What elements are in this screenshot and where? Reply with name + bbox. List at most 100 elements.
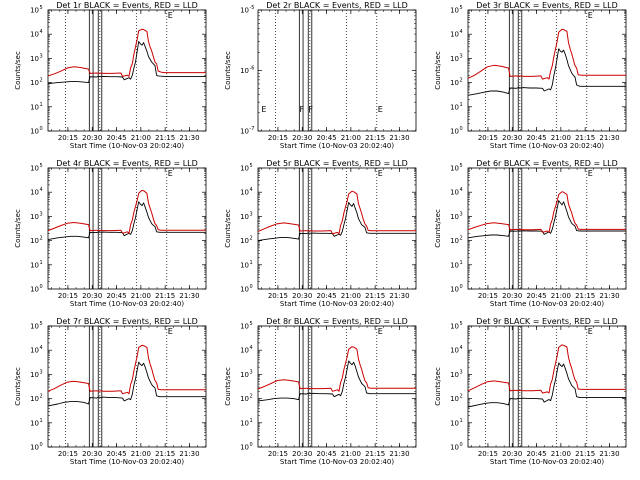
y-tick-exponent: 2 bbox=[460, 394, 463, 400]
x-tick-label: 20:45 bbox=[106, 134, 126, 142]
x-axis-label: Start Time (10-Nov-03 20:02:40) bbox=[70, 142, 184, 150]
series-line-events bbox=[467, 200, 626, 239]
x-tick-label: 20:15 bbox=[58, 134, 78, 142]
x-tick-label: 20:30 bbox=[292, 134, 312, 142]
x-tick-label: 21:15 bbox=[575, 450, 595, 458]
x-tick-label: 20:15 bbox=[58, 450, 78, 458]
y-tick-label: 10 bbox=[450, 103, 459, 111]
x-tick-label: 20:45 bbox=[526, 450, 546, 458]
y-tick-label: 10 bbox=[240, 7, 249, 15]
panel-title: Det 8r BLACK = Events, RED = LLD bbox=[266, 317, 408, 326]
y-tick-label: 10 bbox=[450, 261, 459, 269]
y-tick-exponent: 2 bbox=[250, 394, 253, 400]
y-tick-exponent: 0 bbox=[40, 126, 43, 132]
plot-frame bbox=[257, 167, 417, 290]
x-tick-label: 20:15 bbox=[268, 134, 288, 142]
y-tick-label: 10 bbox=[240, 419, 249, 427]
y-tick-label: 10 bbox=[30, 286, 39, 294]
x-tick-label: 21:00 bbox=[131, 134, 151, 142]
x-tick-label: 21:00 bbox=[131, 292, 151, 300]
y-axis-label: Counts/sec bbox=[434, 51, 442, 90]
x-tick-label: 21:00 bbox=[341, 450, 361, 458]
y-tick-label: 10 bbox=[240, 67, 249, 75]
series-line-lld bbox=[47, 28, 206, 77]
y-tick-label: 10 bbox=[450, 347, 459, 355]
flag-label: F bbox=[300, 105, 305, 114]
flag-label: E bbox=[168, 11, 173, 20]
y-tick-label: 10 bbox=[240, 261, 249, 269]
y-tick-exponent: 4 bbox=[250, 187, 253, 193]
y-tick-exponent: 2 bbox=[40, 78, 43, 84]
y-tick-label: 10 bbox=[30, 79, 39, 87]
flag-label: E bbox=[588, 169, 593, 178]
y-tick-exponent: 4 bbox=[40, 29, 43, 35]
y-axis-label: Counts/sec bbox=[224, 51, 232, 90]
series-line-lld bbox=[257, 346, 416, 392]
x-tick-label: 21:15 bbox=[575, 292, 595, 300]
x-tick-label: 20:30 bbox=[502, 450, 522, 458]
y-tick-exponent: 2 bbox=[250, 236, 253, 242]
x-axis-label: Start Time (10-Nov-03 20:02:40) bbox=[280, 458, 394, 466]
y-tick-exponent: 5 bbox=[40, 5, 43, 11]
series-line-events bbox=[47, 201, 206, 241]
x-tick-label: 21:00 bbox=[551, 292, 571, 300]
x-tick-label: 20:15 bbox=[478, 450, 498, 458]
y-tick-exponent: 1 bbox=[40, 102, 43, 108]
x-tick-label: 20:30 bbox=[502, 292, 522, 300]
y-tick-exponent: 0 bbox=[40, 442, 43, 448]
flag-label: E bbox=[378, 327, 383, 336]
x-tick-label: 21:30 bbox=[599, 134, 619, 142]
x-tick-label: 20:15 bbox=[478, 134, 498, 142]
y-tick-exponent: 5 bbox=[460, 163, 463, 169]
y-tick-exponent: 2 bbox=[40, 394, 43, 400]
y-tick-label: 10 bbox=[240, 347, 249, 355]
y-tick-label: 10 bbox=[450, 371, 459, 379]
x-tick-label: 21:00 bbox=[551, 134, 571, 142]
x-tick-label: 21:30 bbox=[179, 292, 199, 300]
y-tick-exponent: 0 bbox=[250, 442, 253, 448]
y-tick-exponent: 5 bbox=[460, 5, 463, 11]
flag-label: E bbox=[378, 105, 383, 114]
flag-label: F bbox=[308, 105, 313, 114]
y-tick-label: 10 bbox=[30, 261, 39, 269]
x-tick-label: 21:00 bbox=[131, 450, 151, 458]
plot-frame bbox=[47, 167, 207, 290]
x-tick-label: 21:30 bbox=[599, 292, 619, 300]
panel-title: Det 3r BLACK = Events, RED = LLD bbox=[476, 1, 618, 10]
x-tick-label: 20:30 bbox=[82, 450, 102, 458]
y-tick-label: 10 bbox=[450, 79, 459, 87]
flag-label: E bbox=[168, 169, 173, 178]
y-tick-label: 10 bbox=[30, 347, 39, 355]
series-line-lld bbox=[47, 189, 206, 234]
y-tick-label: 10 bbox=[240, 371, 249, 379]
y-axis-label: Counts/sec bbox=[224, 209, 232, 248]
y-tick-exponent: 3 bbox=[460, 369, 463, 375]
y-tick-exponent: 4 bbox=[40, 187, 43, 193]
series-line-events bbox=[47, 41, 206, 85]
y-tick-label: 10 bbox=[450, 419, 459, 427]
y-tick-exponent: 0 bbox=[460, 442, 463, 448]
y-axis-label: Counts/sec bbox=[224, 367, 232, 406]
y-tick-label: 10 bbox=[240, 323, 249, 331]
panel-title: Det 6r BLACK = Events, RED = LLD bbox=[476, 159, 618, 168]
y-axis-label: Counts/sec bbox=[14, 51, 22, 90]
y-tick-exponent: 3 bbox=[40, 211, 43, 217]
x-axis-label: Start Time (10-Nov-03 20:02:40) bbox=[490, 300, 604, 308]
y-tick-label: 10 bbox=[240, 128, 249, 136]
x-tick-label: 21:00 bbox=[341, 292, 361, 300]
y-tick-exponent: 4 bbox=[460, 29, 463, 35]
plot-frame bbox=[47, 9, 207, 132]
y-axis-label: Counts/sec bbox=[434, 209, 442, 248]
panel-title: Det 2r BLACK = Events, RED = LLD bbox=[266, 1, 408, 10]
plot-frame bbox=[257, 9, 417, 132]
x-tick-label: 20:30 bbox=[502, 134, 522, 142]
x-tick-label: 20:45 bbox=[106, 292, 126, 300]
plot-frame bbox=[467, 167, 627, 290]
y-tick-label: 10 bbox=[450, 237, 459, 245]
y-tick-label: 10 bbox=[30, 189, 39, 197]
